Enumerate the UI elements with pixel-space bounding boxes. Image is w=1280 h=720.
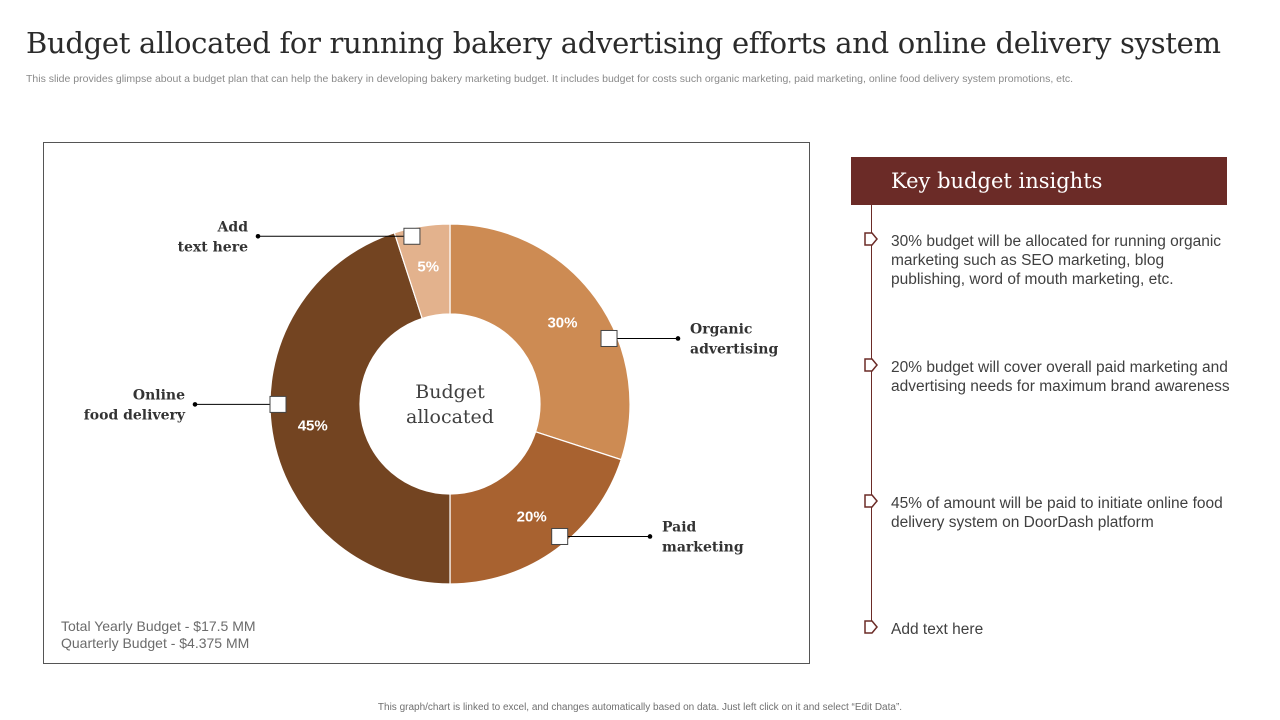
chart-container: 30% 20% 45% 5% Budget allocated Organic adverti… (43, 142, 810, 664)
timeline-line (871, 205, 872, 630)
slice-organic-advertising[interactable] (449, 223, 631, 461)
insight-item: 45% of amount will be paid to initiate o… (864, 494, 1234, 532)
donut-chart[interactable]: 30% 20% 45% 5% Budget allocated Organic adverti… (44, 143, 809, 663)
insight-item: 20% budget will cover overall paid marke… (864, 358, 1234, 396)
callout-marker (269, 395, 287, 413)
pentagon-marker-icon (864, 620, 878, 634)
insight-text: Add text here (891, 621, 984, 638)
insight-item: 30% budget will be allocated for running… (864, 232, 1234, 289)
value-label-add-text-here: 5% (417, 259, 439, 276)
callout-label-organic-advertising: Organic (690, 321, 752, 337)
callout-label-paid-marketing: Paid (662, 519, 697, 535)
value-label-organic-advertising: 30% (547, 314, 577, 331)
center-label-line: Budget (415, 381, 485, 403)
callout-dot (675, 336, 681, 341)
callout-label-organic-advertising: advertising (690, 341, 778, 357)
callout-dot (647, 534, 653, 539)
pentagon-marker-icon (864, 358, 878, 372)
total-yearly-budget: Total Yearly Budget - $17.5 MM (61, 618, 256, 634)
callout-label-add-text-here: Add (217, 219, 249, 235)
insight-text: 20% budget will cover overall paid marke… (891, 359, 1230, 395)
slide-footer: This graph/chart is linked to excel, and… (377, 702, 903, 713)
slice-online-food-delivery[interactable] (269, 232, 451, 585)
slide-title: Budget allocated for running bakery adve… (26, 26, 1221, 60)
callout-label-paid-marketing: marketing (662, 539, 744, 555)
callout-label-online-food-delivery: Online (133, 387, 185, 403)
insights-header: Key budget insights (851, 157, 1227, 205)
insight-text: 30% budget will be allocated for running… (891, 233, 1222, 288)
insight-text: 45% of amount will be paid to initiate o… (891, 495, 1223, 531)
insight-item: Add text here (864, 620, 1234, 639)
slice-paid-marketing[interactable] (449, 431, 622, 585)
value-label-online-food-delivery: 45% (298, 418, 328, 435)
value-label-paid-marketing: 20% (517, 508, 547, 525)
pentagon-marker-icon (864, 494, 878, 508)
callout-label-online-food-delivery: food delivery (84, 407, 186, 423)
callout-marker (403, 227, 421, 245)
callout-dot (255, 233, 261, 239)
callout-marker (600, 329, 618, 347)
quarterly-budget: Quarterly Budget - $4.375 MM (61, 635, 250, 651)
callout-marker (551, 527, 569, 545)
center-label-line: allocated (406, 406, 494, 428)
callout-label-add-text-here: text here (178, 239, 249, 255)
pentagon-marker-icon (864, 232, 878, 246)
callout-dot (192, 402, 198, 407)
slide-subtitle: This slide provides glimpse about a budg… (26, 73, 1074, 85)
